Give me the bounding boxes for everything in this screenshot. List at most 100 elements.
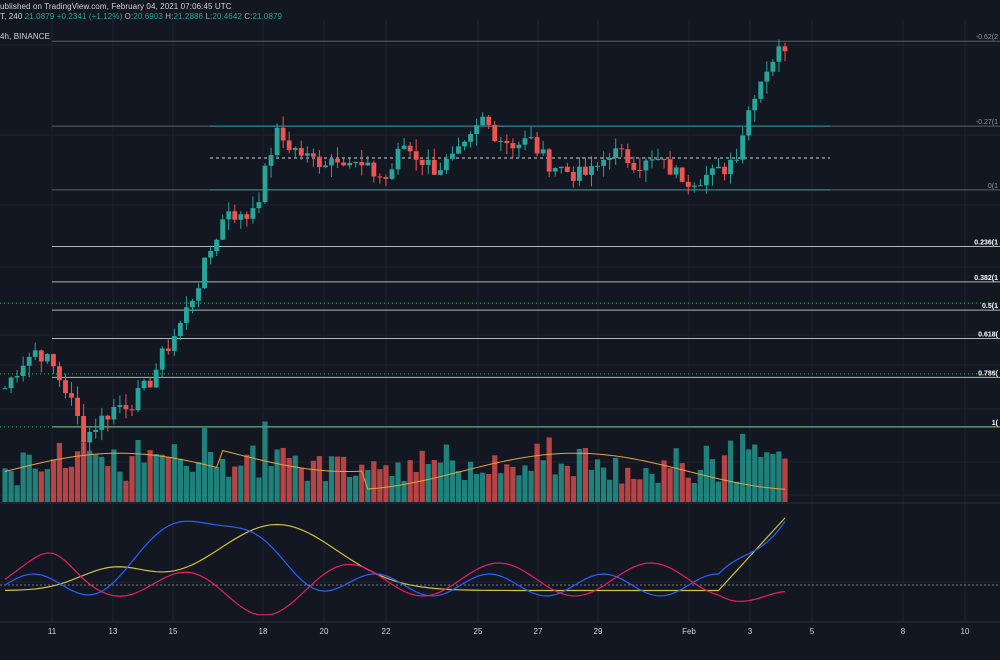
price-change: +0.2341 (+1.12%)	[56, 12, 123, 21]
candle-body	[456, 146, 461, 154]
candle-body	[758, 81, 764, 99]
x-tick-label: 5	[810, 627, 815, 636]
symbol-line: T, 240 21.0879 +0.2341 (+1.12%) O:20.690…	[0, 12, 282, 21]
candle-body	[407, 145, 413, 152]
volume-bar	[141, 462, 147, 502]
volume-bar	[486, 473, 492, 502]
volume-bar	[492, 455, 498, 502]
volume-bar	[461, 480, 468, 502]
volume-bar	[238, 465, 244, 502]
volume-bar	[764, 452, 770, 502]
candle-body	[208, 251, 214, 258]
candle-body	[679, 167, 685, 182]
volume-bar	[455, 471, 462, 502]
candle-body	[298, 148, 304, 156]
candle-body	[177, 322, 183, 337]
candle-body	[601, 159, 607, 166]
candle-body	[20, 365, 26, 376]
volume-bar	[715, 481, 722, 502]
volume-bar	[449, 460, 456, 502]
volume-bar	[679, 463, 685, 502]
volume-bar	[395, 462, 401, 502]
volume-bar	[661, 460, 667, 502]
volume-bar	[740, 433, 746, 502]
volume-bar	[564, 465, 570, 502]
candle-body	[304, 153, 310, 156]
candle-body	[722, 166, 727, 175]
volume-bar	[377, 469, 383, 502]
candle-body	[220, 219, 226, 240]
candle-body	[703, 174, 709, 186]
x-tick-label: Feb	[682, 627, 696, 636]
candle-body	[190, 300, 195, 308]
last-price: 21.0879	[24, 12, 55, 21]
volume-bar	[214, 466, 220, 502]
candle-body	[165, 348, 171, 351]
osc-line-pink	[4, 552, 786, 616]
volume-bar	[32, 468, 38, 502]
x-tick-label: 25	[474, 627, 483, 636]
candle-body	[75, 397, 80, 416]
volume-bar	[498, 473, 504, 502]
candle-body	[528, 137, 534, 139]
candle-body	[2, 388, 8, 390]
volume-bar	[111, 449, 117, 502]
fib-level-label: 1(	[992, 420, 999, 427]
open-label: O:	[124, 12, 134, 21]
x-tick-label: 27	[534, 627, 543, 636]
volume-ma-line	[4, 450, 786, 490]
volume-bar	[413, 472, 419, 502]
candle-body	[546, 149, 552, 172]
volume-bar	[26, 454, 32, 502]
volume-bar	[123, 480, 129, 502]
close-value: 21.0879	[252, 12, 283, 21]
volume-bar	[607, 479, 613, 502]
volume-bar	[298, 467, 304, 502]
volume-bar	[383, 465, 389, 502]
volume-bar	[419, 450, 425, 502]
candle-body	[740, 135, 746, 160]
candle-body	[685, 181, 691, 187]
fib-level-label: 0.382(1	[974, 275, 998, 282]
volume-bar	[752, 444, 758, 502]
candle-body	[365, 162, 371, 166]
volume-bar	[516, 475, 522, 502]
high-label: H:	[165, 12, 174, 21]
volume-bar	[50, 459, 57, 502]
volume-bar	[2, 468, 8, 502]
candle-body	[135, 388, 141, 411]
volume-bar	[256, 477, 262, 502]
time-axis[interactable]: 11 13 15 18 20 22 25 27 29 Feb 3 5 8 10	[48, 627, 970, 636]
candle-body	[389, 169, 395, 179]
candle-body	[87, 431, 93, 443]
candle-body	[196, 288, 201, 301]
candle-body	[250, 208, 256, 219]
exchange-line: 4h, BINANCE	[0, 32, 50, 41]
volume-bar	[709, 459, 716, 502]
candle-body	[558, 166, 564, 169]
volume-bar	[207, 451, 214, 502]
high-value: 21.2886	[173, 12, 204, 21]
candle-body	[226, 211, 232, 220]
candle-body	[443, 158, 449, 171]
x-tick-label: 13	[109, 627, 118, 636]
candle-body	[576, 166, 582, 181]
symbol-prefix: T, 240	[0, 12, 23, 21]
candle-body	[583, 166, 588, 175]
fib-level-label: 0.618(	[978, 331, 999, 338]
volume-bar	[540, 460, 546, 502]
volume-bar	[274, 449, 280, 502]
volume-bar	[782, 458, 788, 502]
candle-body	[99, 415, 105, 430]
volume-bar	[474, 474, 480, 502]
candle-body	[214, 239, 220, 252]
volume-bar	[129, 456, 135, 502]
x-tick-label: 20	[320, 627, 329, 636]
candle-body	[661, 158, 667, 160]
volume-bar	[613, 457, 619, 502]
candle-body	[570, 171, 576, 181]
exchange-label: BINANCE	[13, 32, 51, 41]
volume-bar	[62, 468, 69, 502]
